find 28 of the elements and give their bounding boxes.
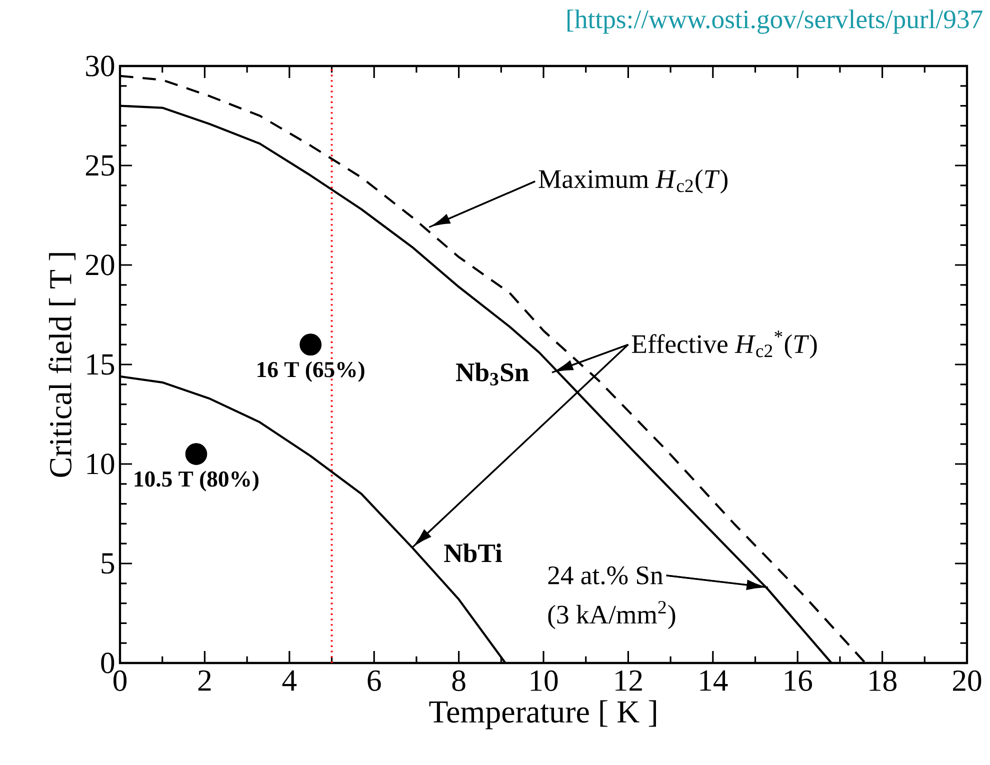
- x-tick-label: 20: [953, 670, 982, 692]
- x-tick-label: 18: [870, 670, 896, 692]
- x-tick-label: 14: [700, 670, 728, 691]
- y-tick-label: 5: [102, 553, 114, 574]
- data-label: 16 T (65%): [258, 361, 364, 382]
- annotation: Effective H$_{c2}$$^{*}$(T): [632, 330, 817, 359]
- y-tick-label: 20: [86, 254, 114, 276]
- x-tick-label: 6: [368, 670, 381, 691]
- x-axis-title: Temperature [ K ]: [429, 700, 656, 730]
- y-axis-title: Critical field [ T ]: [48, 253, 76, 477]
- y-tick-label: 15: [87, 354, 114, 375]
- y-tick-label: 25: [86, 155, 114, 176]
- text: [https://www.osti.gov/servlets/purl/937: [568, 10, 982, 34]
- x-tick-label: 10: [530, 670, 558, 692]
- series-label: Nb$_{3}$Sn: [456, 362, 529, 386]
- x-tick-label: 16: [784, 670, 812, 691]
- y-tick-label: 30: [86, 56, 114, 76]
- data-label: 10.5 T (80%): [134, 470, 258, 492]
- x-tick-label: 12: [616, 670, 642, 691]
- x-tick-label: 8: [452, 670, 466, 692]
- x-tick-label: 2: [198, 670, 211, 691]
- legend-label: NbTi: [444, 544, 502, 562]
- y-tick-label: 10: [87, 454, 114, 474]
- x-tick-label: 4: [282, 670, 297, 691]
- annotation: 24 at.% Sn: [548, 566, 663, 584]
- y-tick-label: 0: [101, 652, 114, 674]
- annotation: Maximum H$_{c2}$(T): [538, 169, 728, 194]
- annotation: (3 kA/mm$^{2}$): [548, 601, 676, 630]
